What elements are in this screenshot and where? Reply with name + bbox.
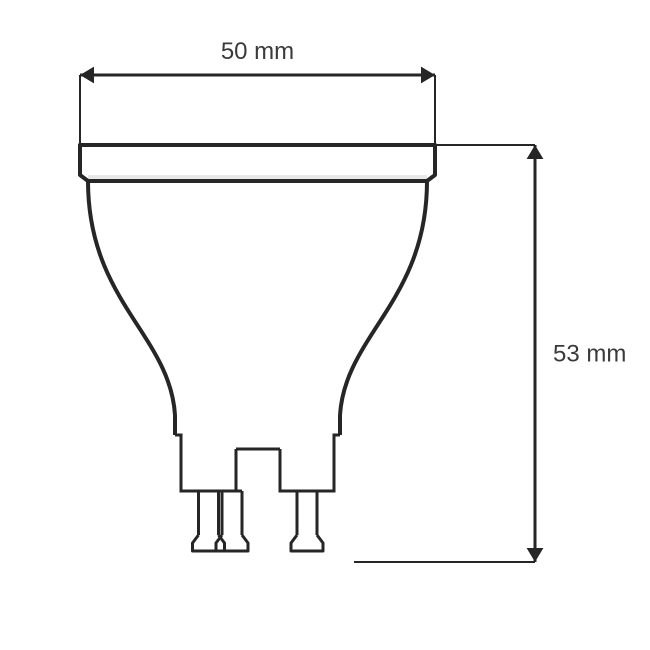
width-dimension-label: 50 mm [221,38,294,65]
bulb-dimension-diagram: 50 mm 53 mm [0,0,650,650]
height-dimension-label: 53 mm [553,341,626,368]
